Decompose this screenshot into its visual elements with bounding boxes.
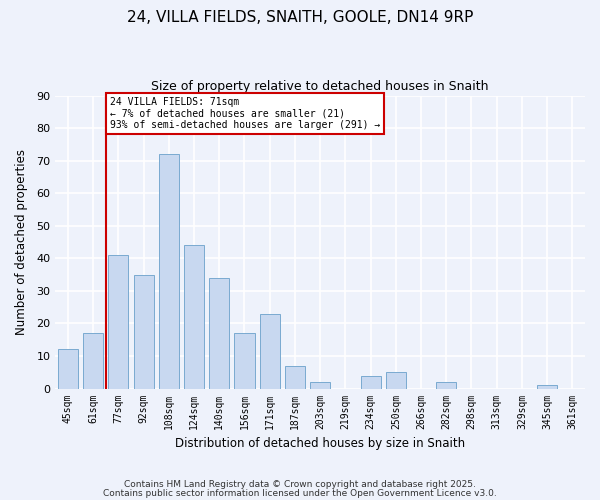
Title: Size of property relative to detached houses in Snaith: Size of property relative to detached ho… <box>151 80 489 93</box>
Bar <box>310 382 330 388</box>
Text: 24, VILLA FIELDS, SNAITH, GOOLE, DN14 9RP: 24, VILLA FIELDS, SNAITH, GOOLE, DN14 9R… <box>127 10 473 25</box>
Bar <box>209 278 229 388</box>
Bar <box>108 255 128 388</box>
Bar <box>537 386 557 388</box>
Text: Contains public sector information licensed under the Open Government Licence v3: Contains public sector information licen… <box>103 490 497 498</box>
Bar <box>134 274 154 388</box>
Bar <box>184 246 204 388</box>
Bar <box>285 366 305 388</box>
Bar <box>159 154 179 388</box>
Bar <box>260 314 280 388</box>
Text: 24 VILLA FIELDS: 71sqm
← 7% of detached houses are smaller (21)
93% of semi-deta: 24 VILLA FIELDS: 71sqm ← 7% of detached … <box>110 97 380 130</box>
Bar <box>83 333 103 388</box>
X-axis label: Distribution of detached houses by size in Snaith: Distribution of detached houses by size … <box>175 437 465 450</box>
Text: Contains HM Land Registry data © Crown copyright and database right 2025.: Contains HM Land Registry data © Crown c… <box>124 480 476 489</box>
Bar <box>386 372 406 388</box>
Y-axis label: Number of detached properties: Number of detached properties <box>15 149 28 335</box>
Bar <box>436 382 457 388</box>
Bar <box>235 333 254 388</box>
Bar <box>58 350 78 389</box>
Bar <box>361 376 380 388</box>
